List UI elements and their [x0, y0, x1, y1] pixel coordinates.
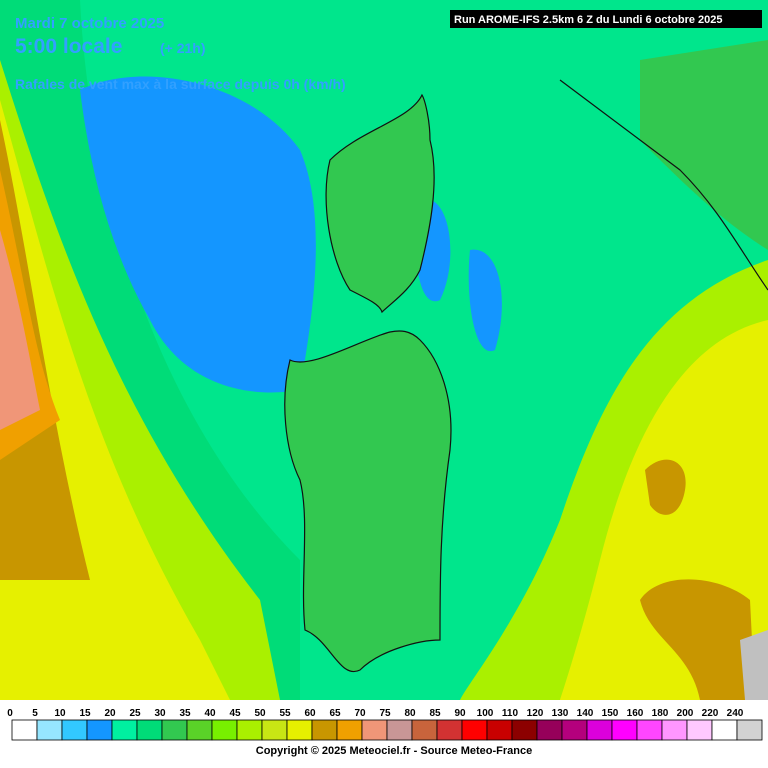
legend-label: 180 [652, 708, 669, 719]
legend-swatch [461, 719, 488, 741]
legend-swatch [111, 719, 138, 741]
legend-label: 70 [354, 708, 366, 719]
legend-label: 160 [627, 708, 644, 719]
legend-label: 100 [477, 708, 494, 719]
legend-swatch [711, 719, 738, 741]
legend-label: 150 [602, 708, 619, 719]
offset: (+ 21h) [160, 40, 206, 56]
run-info: Run AROME-IFS 2.5km 6 Z du Lundi 6 octob… [454, 14, 723, 26]
legend-label: 140 [577, 708, 594, 719]
legend-label: 40 [204, 708, 216, 719]
legend-swatch [11, 719, 38, 741]
legend-label: 200 [677, 708, 694, 719]
legend-label: 110 [502, 708, 519, 719]
coastline [559, 79, 768, 291]
legend-swatch [636, 719, 663, 741]
legend-swatch [161, 719, 188, 741]
legend-swatch [561, 719, 588, 741]
legend-swatch [61, 719, 88, 741]
legend-label: 240 [727, 708, 744, 719]
legend-label: 25 [129, 708, 141, 719]
legend-label: 75 [379, 708, 391, 719]
parameter: Rafales de vent max à la surface depuis … [15, 76, 346, 92]
legend-swatch [86, 719, 113, 741]
run-box [450, 10, 762, 28]
legend-swatch [586, 719, 613, 741]
legend-swatch [536, 719, 563, 741]
legend-swatch [661, 719, 688, 741]
legend-swatch [411, 719, 438, 741]
legend-swatch [286, 719, 313, 741]
legend-label: 20 [104, 708, 116, 719]
copyright: Copyright © 2025 Meteociel.fr - Source M… [256, 745, 532, 757]
legend-label: 35 [179, 708, 191, 719]
legend-label: 10 [54, 708, 66, 719]
legend-label: 130 [552, 708, 569, 719]
legend-swatch [361, 719, 388, 741]
wind-zone [640, 459, 755, 700]
legend-label: 50 [254, 708, 266, 719]
corsica [325, 93, 435, 314]
legend-swatch [611, 719, 638, 741]
wind-zone [80, 76, 316, 393]
legend-swatch [136, 719, 163, 741]
wind-zone [0, 120, 90, 580]
legend-swatch [311, 719, 338, 741]
legend-swatch [511, 719, 538, 741]
legend-swatch [211, 719, 238, 741]
legend-label: 120 [527, 708, 544, 719]
sardinia [284, 330, 452, 673]
legend-label: 5 [32, 708, 38, 719]
legend-label: 15 [79, 708, 91, 719]
legend: 0 5 10 15 20 25 30 35 40 45 50 55 60 65 70 75 80 85 90 100 1… [0, 700, 768, 768]
wind-zone [640, 40, 768, 250]
legend-swatch [36, 719, 63, 741]
legend-label: 220 [702, 708, 719, 719]
legend-label: 85 [429, 708, 441, 719]
legend-swatch [261, 719, 288, 741]
legend-swatch [236, 719, 263, 741]
legend-swatch [336, 719, 363, 741]
legend-swatch [186, 719, 213, 741]
legend-label: 80 [404, 708, 416, 719]
legend-label: 65 [329, 708, 341, 719]
legend-label: 90 [454, 708, 466, 719]
date: Mardi 7 octobre 2025 [15, 15, 164, 32]
legend-label: 60 [304, 708, 316, 719]
legend-label: 45 [229, 708, 241, 719]
legend-label: 55 [279, 708, 291, 719]
legend-swatch [686, 719, 713, 741]
legend-swatch [736, 719, 763, 741]
legend-swatch [486, 719, 513, 741]
wind-zone [740, 630, 768, 700]
legend-label: 30 [154, 708, 166, 719]
time: 5:00 locale [15, 35, 122, 58]
wind-zone [416, 199, 502, 352]
legend-label: 0 [7, 708, 13, 719]
legend-swatch [436, 719, 463, 741]
legend-swatch [386, 719, 413, 741]
wind-zone [0, 230, 40, 430]
